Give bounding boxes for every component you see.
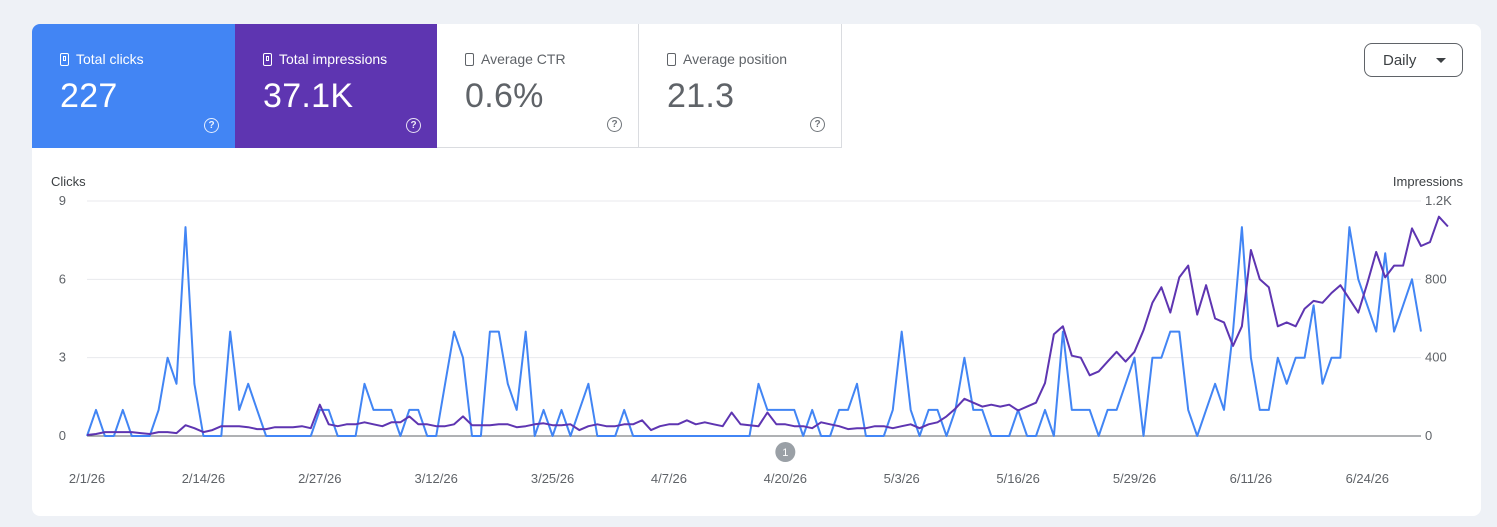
metric-label-row: Average position <box>667 50 841 68</box>
x-tick-label: 5/3/26 <box>884 471 920 486</box>
annotation-label: 1 <box>782 447 788 459</box>
clicks-series-line <box>86 226 1422 437</box>
y-left-tick-label: 3 <box>59 350 66 365</box>
metric-value: 0.6% <box>465 77 544 115</box>
checkbox-checked-icon[interactable] <box>60 52 69 66</box>
chart-annotation[interactable]: 1 <box>775 442 796 462</box>
x-tick-label: 5/16/26 <box>996 471 1039 486</box>
y-right-tick-label: 1.2K <box>1425 193 1452 208</box>
metric-label-row: Average CTR <box>465 50 638 68</box>
metric-card-total-impressions[interactable]: Total impressions 37.1K ? <box>235 24 437 148</box>
y-left-tick-label: 0 <box>59 428 66 443</box>
help-icon[interactable]: ? <box>204 118 219 133</box>
x-tick-label: 3/12/26 <box>414 471 457 486</box>
x-tick-label: 4/7/26 <box>651 471 687 486</box>
chart-grid <box>87 200 1421 437</box>
help-icon[interactable]: ? <box>810 117 825 132</box>
y-right-tick-label: 400 <box>1425 350 1447 365</box>
metric-value: 21.3 <box>667 77 735 115</box>
metric-value: 227 <box>60 77 118 115</box>
period-dropdown-value: Daily <box>1383 51 1417 69</box>
caret-down-icon <box>1436 58 1446 63</box>
impressions-series-line <box>86 215 1449 436</box>
y-left-tick-label: 9 <box>59 193 66 208</box>
checkbox-unchecked-icon[interactable] <box>465 52 474 66</box>
metric-value: 37.1K <box>263 77 354 115</box>
annotation-marker[interactable] <box>775 442 796 462</box>
metric-card-average-position[interactable]: Average position 21.3 ? <box>639 24 842 148</box>
x-axis-ticks: 2/1/26 2/14/26 2/27/26 3/12/26 3/25/26 4/7/26… <box>69 471 1389 486</box>
x-tick-label: 4/20/26 <box>764 471 807 486</box>
x-tick-label: 6/24/26 <box>1346 471 1389 486</box>
performance-chart: Clicks Impressions 0 3 6 9 0 400 800 1.2K 2/1/… <box>51 174 1464 486</box>
y-left-ticks: 0 3 6 9 <box>59 193 66 443</box>
metric-label-row: Total impressions <box>263 50 437 68</box>
x-tick-label: 5/29/26 <box>1113 471 1156 486</box>
help-icon[interactable]: ? <box>607 117 622 132</box>
metric-label-row: Total clicks <box>60 50 235 68</box>
checkbox-checked-icon[interactable] <box>263 52 272 66</box>
metric-label: Average position <box>683 51 788 67</box>
y-right-tick-label: 800 <box>1425 271 1447 286</box>
y-right-tick-label: 0 <box>1425 428 1432 443</box>
y-right-ticks: 0 400 800 1.2K <box>1425 193 1452 443</box>
checkbox-unchecked-icon[interactable] <box>667 52 676 66</box>
performance-panel: Total clicks 227 ? Total impressions 37.… <box>32 24 1481 516</box>
x-tick-label: 2/27/26 <box>298 471 341 486</box>
x-tick-label: 2/1/26 <box>69 471 105 486</box>
metric-card-total-clicks[interactable]: Total clicks 227 ? <box>32 24 235 148</box>
metric-label: Total impressions <box>279 51 388 67</box>
metric-label: Total clicks <box>76 51 144 67</box>
period-dropdown[interactable]: Daily <box>1364 43 1463 77</box>
chart-series <box>86 215 1449 437</box>
x-tick-label: 6/11/26 <box>1230 471 1272 486</box>
metric-label: Average CTR <box>481 51 566 67</box>
y-left-tick-label: 6 <box>59 271 66 286</box>
metric-card-average-ctr[interactable]: Average CTR 0.6% ? <box>437 24 639 148</box>
x-tick-label: 3/25/26 <box>531 471 574 486</box>
y-right-axis-title: Impressions <box>1393 174 1464 189</box>
x-tick-label: 2/14/26 <box>182 471 225 486</box>
help-icon[interactable]: ? <box>406 118 421 133</box>
y-left-axis-title: Clicks <box>51 174 86 189</box>
